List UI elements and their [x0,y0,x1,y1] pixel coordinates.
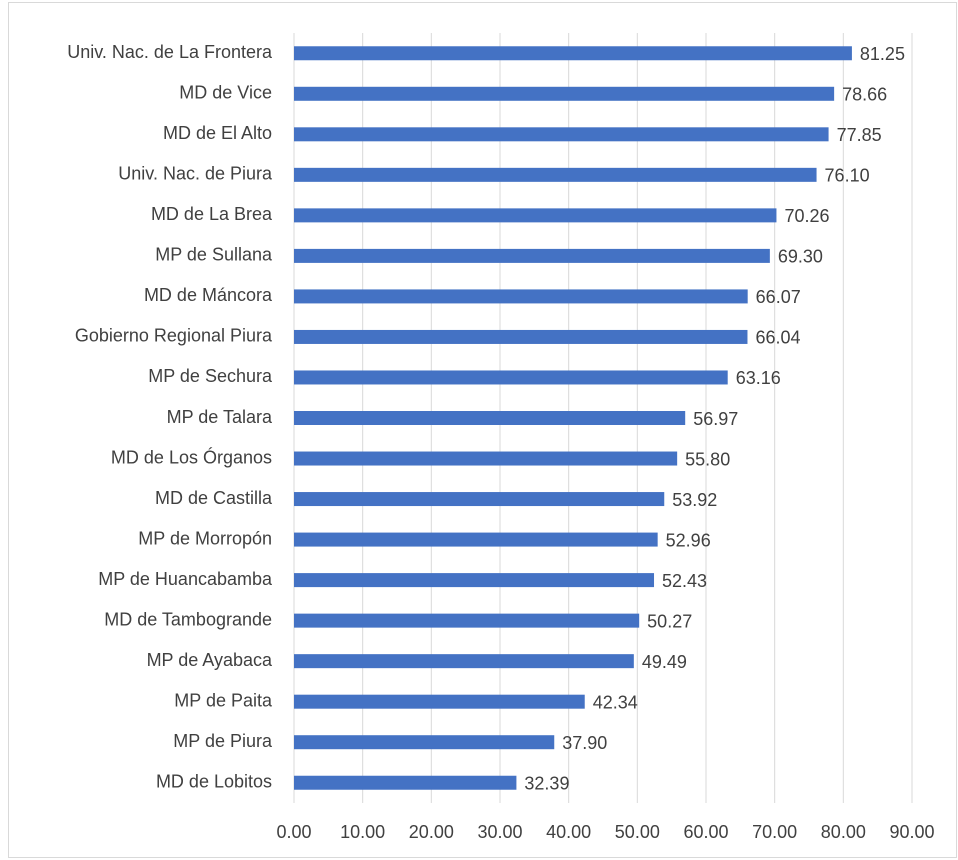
data-label: 32.39 [524,773,569,793]
bar [294,694,585,709]
data-label: 50.27 [647,611,692,631]
bar [294,654,634,669]
bar [294,613,640,628]
bar [294,411,686,425]
bar [294,451,678,466]
data-label: 66.04 [755,328,800,348]
x-tick-label: 30.00 [477,822,522,842]
data-label: 77.85 [837,125,882,145]
y-tick-label: MP de Sullana [155,245,273,265]
x-tick-label: 0.00 [276,822,311,842]
bar [294,775,517,790]
y-tick-label: MD de Castilla [155,488,273,508]
bar [294,492,665,507]
y-tick-label: MD de El Alto [163,123,272,143]
y-tick-label: MD de Máncora [144,285,273,305]
x-tick-label: 80.00 [821,822,866,842]
y-tick-label: MD de Los Órganos [111,446,272,467]
bar [294,127,829,142]
y-tick-label: MP de Piura [173,731,273,751]
bar [294,573,655,588]
data-label: 78.66 [842,85,887,105]
y-tick-label: MP de Paita [174,690,273,710]
y-tick-label: MD de Vice [179,83,272,103]
bar [294,167,817,182]
y-tick-label: MD de La Brea [151,204,273,224]
x-tick-label: 20.00 [409,822,454,842]
data-label: 42.34 [593,692,638,712]
bar [294,532,658,547]
bar [294,735,555,750]
bar [294,329,748,344]
data-label: 63.16 [736,368,781,388]
bar [294,248,770,263]
y-tick-label: Univ. Nac. de Piura [118,164,273,184]
x-tick-label: 40.00 [546,822,591,842]
x-tick-label: 50.00 [615,822,660,842]
y-tick-label: MD de Tambogrande [104,609,272,629]
x-tick-label: 90.00 [889,822,934,842]
y-tick-label: Gobierno Regional Piura [75,326,273,346]
data-label: 49.49 [642,652,687,672]
y-tick-label: MP de Talara [167,407,273,427]
data-label: 55.80 [685,449,730,469]
x-tick-label: 10.00 [340,822,385,842]
data-label: 52.43 [662,571,707,591]
y-tick-label: MP de Morropón [138,528,272,548]
data-label: 66.07 [756,287,801,307]
y-tick-label: Univ. Nac. de La Frontera [67,42,273,62]
bar [294,86,835,101]
y-tick-label: MP de Sechura [148,366,273,386]
bar [294,46,852,61]
data-label: 37.90 [562,733,607,753]
bar [294,208,777,223]
y-tick-label: MP de Ayabaca [147,650,273,670]
data-label: 69.30 [778,247,823,267]
y-tick-label: MD de Lobitos [156,771,272,791]
bar [294,289,748,304]
x-tick-label: 70.00 [752,822,797,842]
data-label: 76.10 [825,166,870,186]
bar [294,370,728,385]
x-tick-label: 60.00 [683,822,728,842]
data-label: 53.92 [672,490,717,510]
data-label: 56.97 [693,409,738,429]
data-label: 81.25 [860,44,905,64]
data-label: 52.96 [666,530,711,550]
y-tick-label: MP de Huancabamba [98,569,273,589]
data-label: 70.26 [784,206,829,226]
chart-frame [8,2,957,858]
